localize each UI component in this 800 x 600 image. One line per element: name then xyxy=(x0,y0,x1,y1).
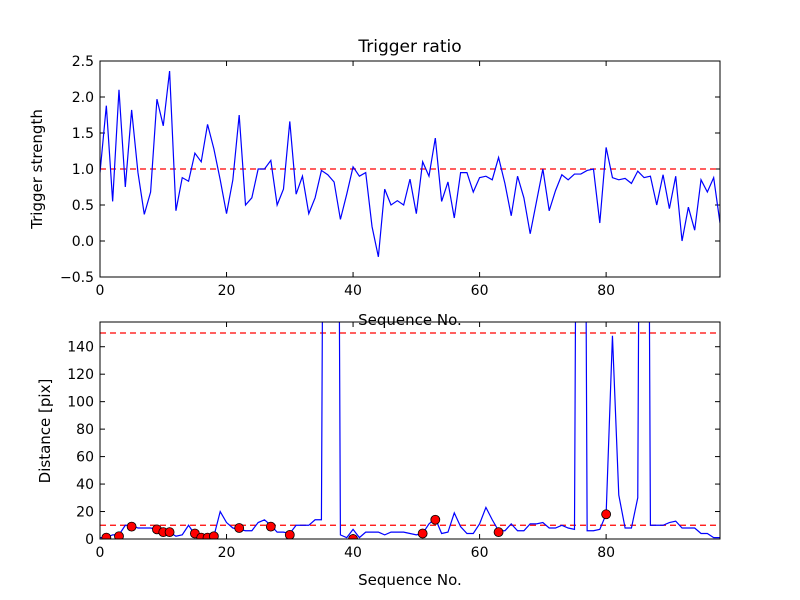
bottom-x-axis-label: Sequence No. xyxy=(358,571,462,589)
top-y-ticks: −0.5 0.0 0.5 1.0 1.5 2.0 2.5 xyxy=(60,54,720,286)
bottom-marker xyxy=(601,509,612,520)
bottom-y-tick-label: 60 xyxy=(76,450,94,466)
top-plot-area xyxy=(99,60,721,278)
bottom-y-tick-label: 20 xyxy=(76,505,94,521)
top-x-ticks: 0 20 40 60 80 xyxy=(96,61,615,299)
bottom-y-tick-label: 0 xyxy=(85,532,94,548)
bottom-y-tick-label: 120 xyxy=(67,367,94,383)
bottom-y-tick-label: 140 xyxy=(67,340,94,356)
bottom-frame xyxy=(99,321,721,540)
top-x-tick-label: 0 xyxy=(96,283,105,299)
top-y-tick-label: 0.0 xyxy=(72,234,94,250)
bottom-plot-area xyxy=(99,321,721,540)
bottom-marker xyxy=(234,523,245,533)
bottom-marker xyxy=(208,531,219,539)
top-x-tick-label: 20 xyxy=(218,283,236,299)
top-x-tick-label: 80 xyxy=(597,283,615,299)
bottom-marker xyxy=(430,514,441,525)
bottom-marker xyxy=(493,527,504,538)
top-chart-title: Trigger ratio xyxy=(357,37,461,57)
top-y-tick-label: 1.0 xyxy=(72,162,94,178)
bottom-marker xyxy=(164,527,175,538)
bottom-x-tick-label: 60 xyxy=(471,545,489,561)
bottom-marker xyxy=(101,532,112,539)
bottom-y-tick-label: 100 xyxy=(67,395,94,411)
bottom-x-tick-label: 40 xyxy=(344,545,362,561)
top-x-tick-label: 40 xyxy=(344,283,362,299)
bottom-y-ticks: 0 20 40 60 80 100 120 140 xyxy=(67,340,720,548)
bottom-x-tick-label: 0 xyxy=(96,545,105,561)
bottom-series-line xyxy=(100,322,720,539)
bottom-marker xyxy=(417,528,428,539)
bottom-x-ticks: 0 20 40 60 80 xyxy=(96,322,615,561)
bottom-y-tick-label: 80 xyxy=(76,422,94,438)
bottom-marker xyxy=(114,531,124,539)
bottom-y-tick-label: 40 xyxy=(76,477,94,493)
top-y-axis-label: Trigger strength xyxy=(28,109,46,230)
top-x-tick-label: 60 xyxy=(471,283,489,299)
bottom-x-tick-label: 80 xyxy=(597,545,615,561)
bottom-x-tick-label: 20 xyxy=(218,545,236,561)
top-y-tick-label: 2.0 xyxy=(72,90,94,106)
bottom-y-axis-label: Distance [pix] xyxy=(36,379,54,484)
top-y-tick-label: 1.5 xyxy=(72,126,94,142)
bottom-marker xyxy=(126,521,137,532)
top-x-axis-label: Sequence No. xyxy=(358,311,462,329)
bottom-marker xyxy=(284,529,295,539)
top-y-tick-label: 0.5 xyxy=(72,198,94,214)
top-y-tick-label: −0.5 xyxy=(60,270,94,286)
top-frame xyxy=(99,60,721,278)
top-series-line xyxy=(100,71,720,257)
bottom-marker xyxy=(348,534,358,539)
bottom-marker xyxy=(265,521,276,532)
top-y-tick-label: 2.5 xyxy=(72,54,94,70)
